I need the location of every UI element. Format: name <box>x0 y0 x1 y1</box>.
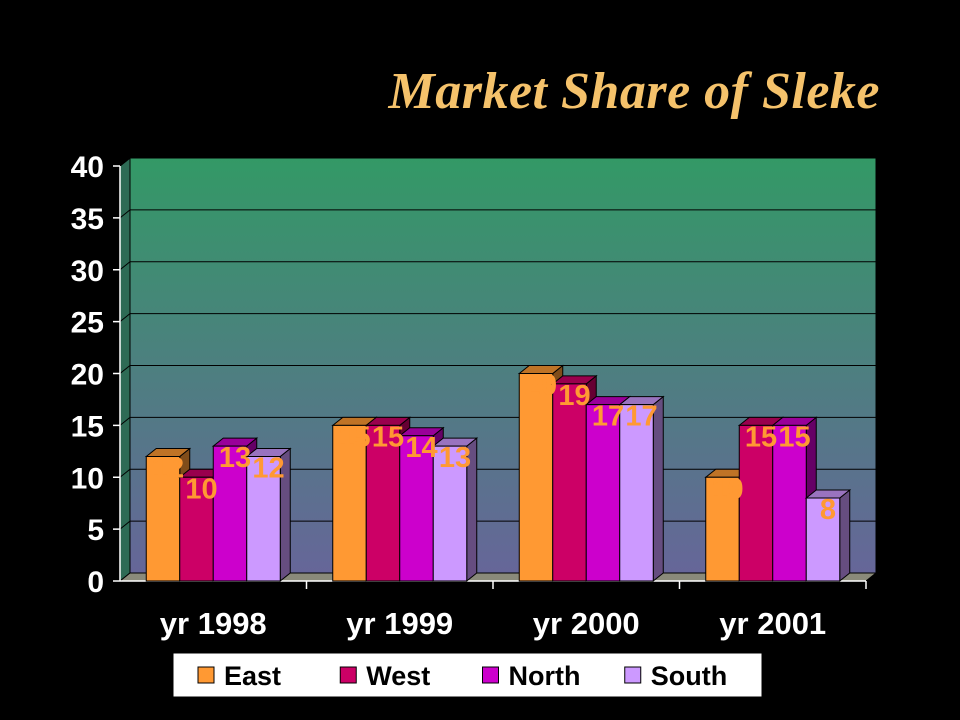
data-label: 15 <box>778 421 810 453</box>
legend-box <box>172 652 763 698</box>
legend-label-south: South <box>651 661 727 691</box>
bar-side <box>839 488 851 583</box>
y-tick-label: 25 <box>71 307 104 340</box>
bar-south <box>246 456 281 582</box>
bar-north <box>772 424 807 582</box>
x-category-label: yr 2000 <box>533 606 640 641</box>
data-label: 20 <box>525 370 557 402</box>
y-tick-label: 0 <box>87 566 104 599</box>
data-label: 10 <box>185 473 217 505</box>
gridline-side <box>119 468 131 478</box>
data-label: 14 <box>405 432 437 464</box>
legend-label-west: West <box>366 661 430 691</box>
data-label: 17 <box>592 401 624 433</box>
x-category-label: yr 1999 <box>346 606 453 641</box>
y-tick-label: 35 <box>71 203 104 236</box>
y-tick-label: 5 <box>87 514 104 547</box>
gridline-side <box>119 520 131 530</box>
data-label: 17 <box>625 401 657 433</box>
gridline-side <box>119 416 131 426</box>
x-category-label: yr 2001 <box>719 606 826 641</box>
bar-south <box>805 497 841 582</box>
bar-north <box>212 445 248 582</box>
bar-west <box>179 476 214 582</box>
bar-west <box>738 424 774 582</box>
gridline-side <box>119 313 131 323</box>
bar-east <box>145 456 181 582</box>
y-tick-label: 20 <box>71 359 104 392</box>
x-category-label: yr 1998 <box>160 606 267 641</box>
data-label: 19 <box>558 380 590 412</box>
bar-west <box>365 424 401 582</box>
y-tick-label: 10 <box>71 462 104 495</box>
bar-east <box>332 424 367 582</box>
legend-swatch-north <box>482 666 499 684</box>
y-tick-label: 15 <box>71 410 104 443</box>
legend-label-east: East <box>224 661 281 691</box>
bar-west <box>552 383 587 582</box>
data-label: 13 <box>219 442 251 474</box>
gridline-side <box>119 365 131 374</box>
gridline-side <box>119 209 131 219</box>
legend-swatch-east <box>197 666 215 684</box>
gridline-side <box>119 157 131 167</box>
bar-south <box>432 445 468 582</box>
legend-label-north: North <box>509 661 581 691</box>
gridline-side <box>119 261 131 271</box>
data-label: 12 <box>152 453 184 485</box>
data-label: 15 <box>745 421 777 453</box>
bar-south <box>619 404 654 582</box>
chart-title: Market Share of Sleke <box>388 63 880 120</box>
y-tick-label: 40 <box>71 151 104 184</box>
bar-north <box>399 435 434 582</box>
data-label: 12 <box>252 453 284 485</box>
data-label: 15 <box>338 421 370 453</box>
legend-swatch-south <box>624 666 642 684</box>
y-tick-label: 30 <box>71 255 104 288</box>
bar-east <box>518 373 554 582</box>
data-label: 13 <box>439 442 471 474</box>
data-label: 8 <box>820 494 836 526</box>
legend-swatch-west <box>339 666 357 684</box>
data-label: 10 <box>711 473 743 505</box>
data-label: 15 <box>372 421 404 453</box>
